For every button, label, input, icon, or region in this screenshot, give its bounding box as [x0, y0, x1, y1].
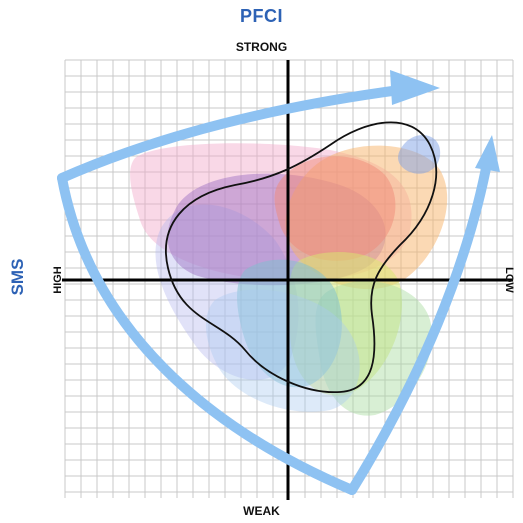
arrow-top-path [57, 83, 420, 183]
blob-salmon [274, 156, 396, 261]
arrow-head-up-icon [475, 135, 500, 172]
arrow-left-path [57, 173, 357, 495]
outline-shape [165, 121, 438, 393]
axis-label-top: STRONG [235, 40, 288, 54]
side-axis-title: SMS [8, 258, 27, 296]
diagram-title: PFCI [239, 6, 283, 26]
arrow-right-path [347, 153, 493, 495]
axis-label-left: HIGH [52, 266, 64, 294]
cycle-arrow [57, 70, 500, 495]
arrow-head-right-icon [390, 70, 440, 105]
axis-label-right: LOW [503, 267, 515, 293]
blob-light-blue [205, 289, 360, 412]
axis-label-bottom: WEAK [243, 504, 280, 518]
